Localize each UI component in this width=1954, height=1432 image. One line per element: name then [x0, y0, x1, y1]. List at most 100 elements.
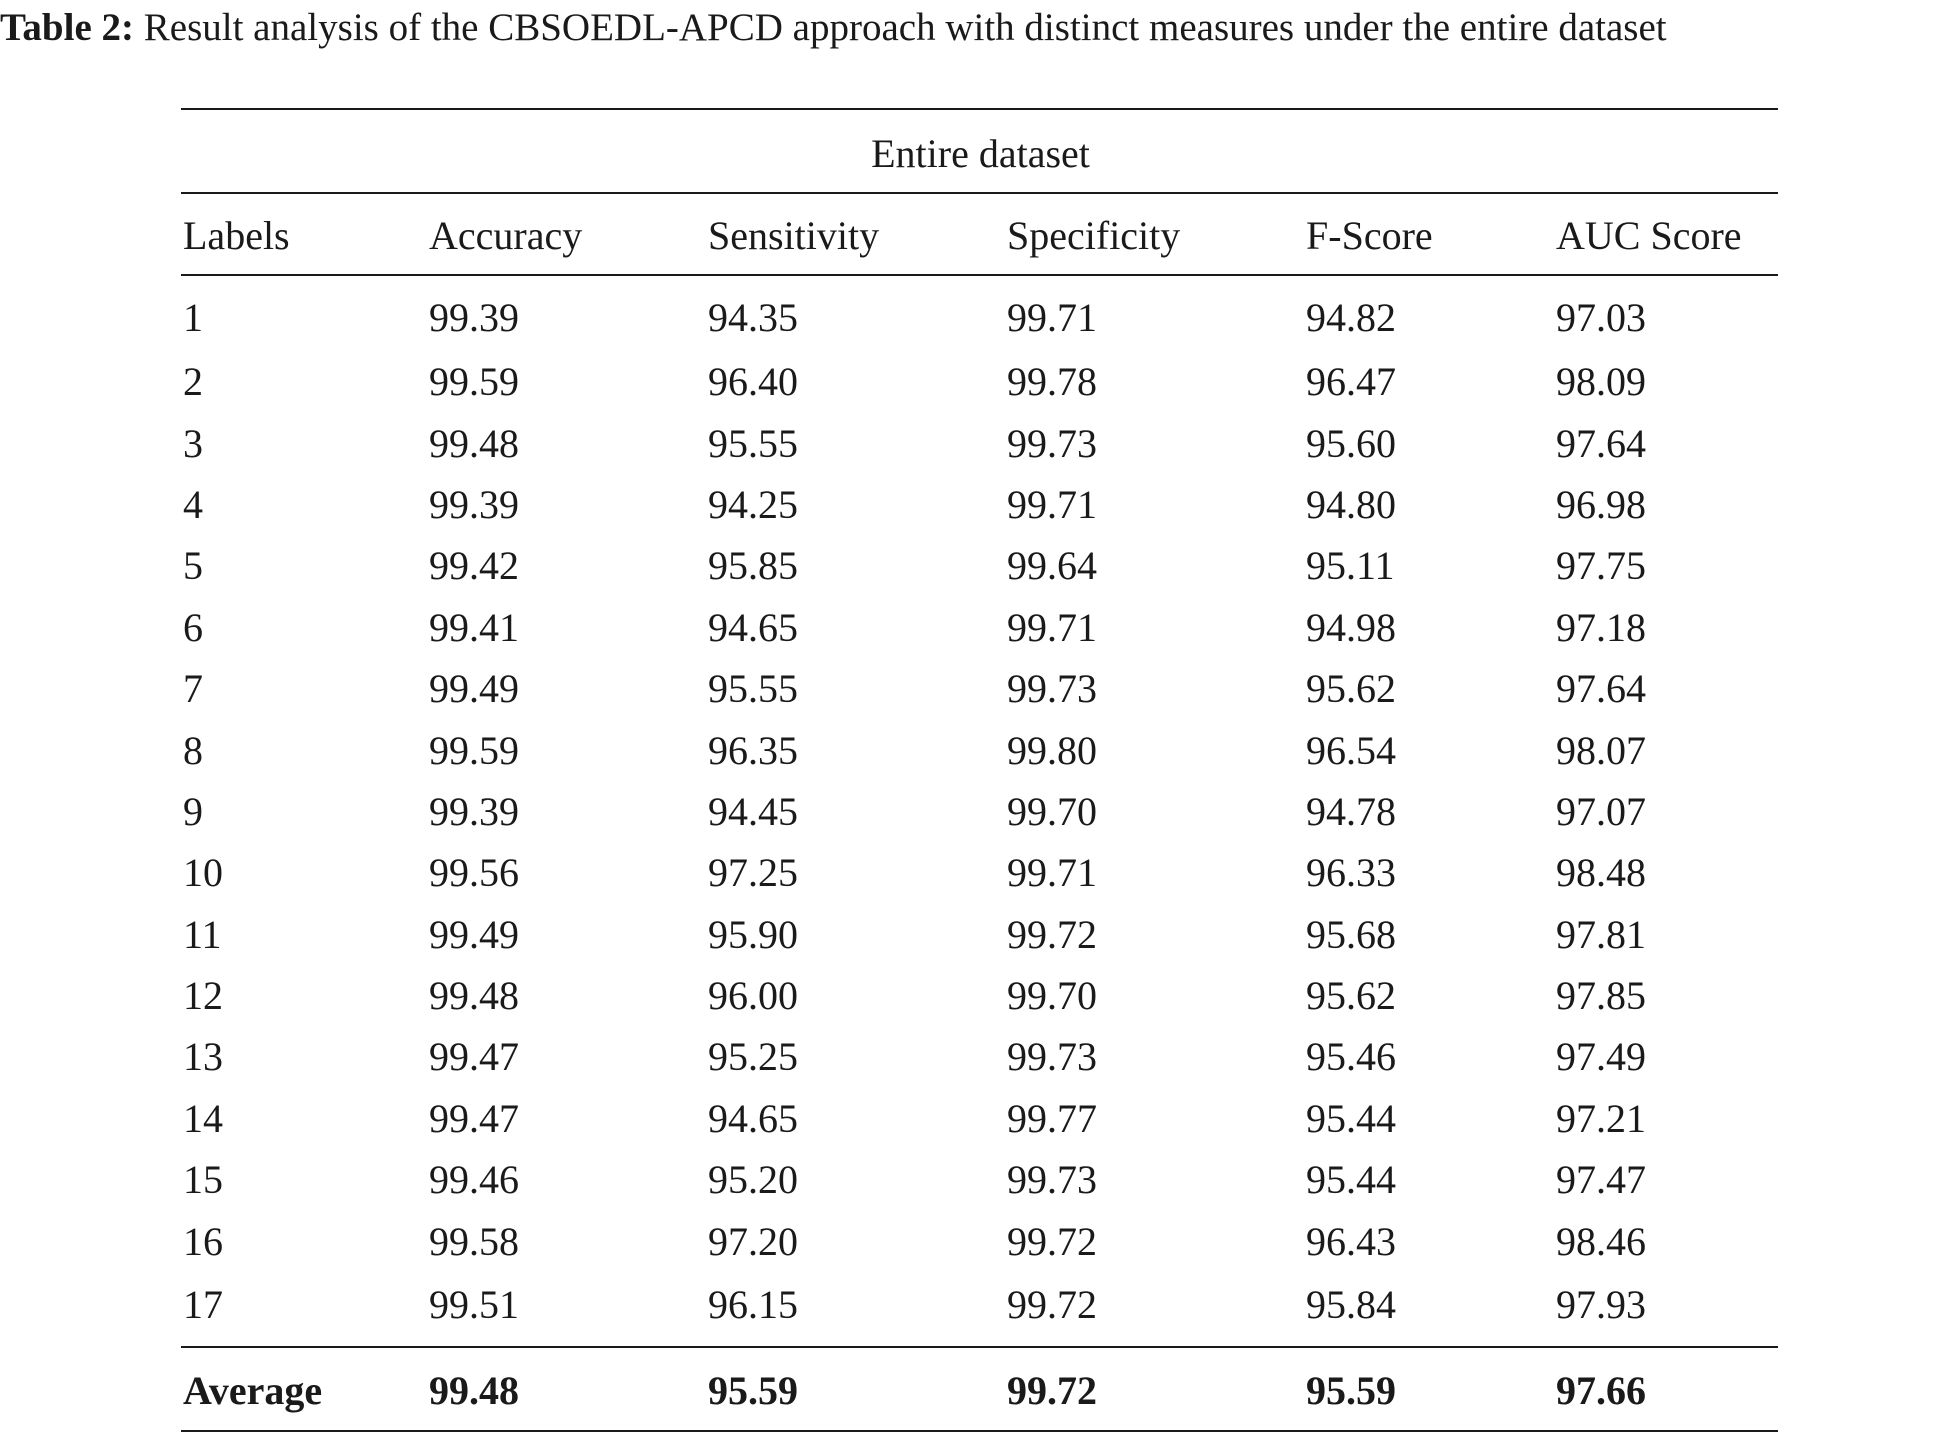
table-row: 7 99.49 95.55 99.73 95.62 97.64	[181, 658, 1778, 719]
group-header: Entire dataset	[181, 108, 1779, 194]
table-cell: 99.42	[429, 543, 519, 589]
average-cell: 95.59	[706, 1345, 1005, 1432]
table-cell: 97.21	[1556, 1095, 1646, 1141]
table-cell: 99.70	[1007, 788, 1097, 834]
table-cell: 97.18	[1556, 604, 1646, 650]
table-cell: 99.73	[1007, 420, 1097, 466]
row-label-cell: 4	[183, 481, 203, 527]
table-cell: 95.55	[708, 666, 798, 712]
table-row: 8 99.59 96.35 99.80 96.54 98.07	[181, 719, 1778, 780]
table-cell: 99.73	[1007, 666, 1097, 712]
row-label-cell: 12	[183, 973, 223, 1019]
table-cell: 99.78	[1007, 359, 1097, 405]
table-cell: 99.71	[1007, 481, 1097, 527]
table-cell: 96.00	[708, 973, 798, 1019]
table-cell: 97.93	[1556, 1282, 1646, 1328]
average-row: Average 99.48 95.59 99.72 95.59 97.66	[181, 1345, 1779, 1432]
table-cell: 95.20	[708, 1157, 798, 1203]
table-cell: 96.47	[1306, 359, 1396, 405]
table-cell: 95.55	[708, 420, 798, 466]
table-cell: 95.25	[708, 1034, 798, 1080]
table-cell: 98.09	[1556, 359, 1646, 405]
table-cell: 99.47	[429, 1095, 519, 1141]
table-cell: 95.85	[708, 543, 798, 589]
average-cell: 95.59	[1304, 1345, 1554, 1432]
table-cell: 99.80	[1007, 727, 1097, 773]
row-label-cell: 14	[183, 1095, 223, 1141]
table-row: 5 99.42 95.85 99.64 95.11 97.75	[181, 535, 1778, 596]
table-cell: 95.60	[1306, 420, 1396, 466]
table-cell: 97.75	[1556, 543, 1646, 589]
table-cell: 97.25	[708, 850, 798, 896]
table-row: 11 99.49 95.90 99.72 95.68 97.81	[181, 904, 1778, 965]
table-cell: 96.15	[708, 1282, 798, 1328]
table-cell: 95.62	[1306, 666, 1396, 712]
table-cell: 99.59	[429, 359, 519, 405]
row-label-cell: 10	[183, 850, 223, 896]
table-cell: 99.51	[429, 1282, 519, 1328]
table-cell: 95.44	[1306, 1095, 1396, 1141]
column-header: Accuracy	[427, 193, 706, 276]
table-row: 16 99.58 97.20 99.72 96.43 98.46	[181, 1210, 1778, 1271]
table-cell: 97.07	[1556, 788, 1646, 834]
table-row: 2 99.59 96.40 99.78 96.47 98.09	[181, 351, 1778, 412]
group-header-row: Entire dataset	[181, 108, 1779, 194]
table-cell: 99.56	[429, 850, 519, 896]
table-cell: 95.11	[1306, 543, 1395, 589]
table-cell: 97.64	[1556, 420, 1646, 466]
table-cell: 97.03	[1556, 295, 1646, 340]
table-cell: 95.90	[708, 911, 798, 957]
table-cell: 99.39	[429, 295, 519, 340]
table-caption: Table 2: Result analysis of the CBSOEDL-…	[0, 2, 1954, 53]
table-cell: 95.84	[1306, 1282, 1396, 1328]
table-cell: 95.68	[1306, 911, 1396, 957]
table-cell: 96.33	[1306, 850, 1396, 896]
table-cell: 97.85	[1556, 973, 1646, 1019]
table-cell: 96.43	[1306, 1218, 1396, 1264]
table-cell: 97.47	[1556, 1157, 1646, 1203]
table-row: 4 99.39 94.25 99.71 94.80 96.98	[181, 474, 1778, 535]
row-label-cell: 16	[183, 1218, 223, 1264]
row-label-cell: 13	[183, 1034, 223, 1080]
table-body: 1 99.39 94.35 99.71 94.82 97.03 2 99.59 96.40 99.…	[181, 275, 1778, 1347]
table-cell: 99.41	[429, 604, 519, 650]
table-cell: 94.65	[708, 1095, 798, 1141]
table-cell: 95.62	[1306, 973, 1396, 1019]
table-cell: 96.98	[1556, 481, 1646, 527]
table-cell: 99.47	[429, 1034, 519, 1080]
table-cell: 99.71	[1007, 604, 1097, 650]
table-cell: 94.65	[708, 604, 798, 650]
table-cell: 94.98	[1306, 604, 1396, 650]
table-cell: 98.46	[1556, 1218, 1646, 1264]
table-row: 13 99.47 95.25 99.73 95.46 97.49	[181, 1026, 1778, 1087]
results-table-container: Entire dataset Labels Accuracy Sensitivi…	[181, 108, 1779, 1432]
caption-label: Table 2:	[0, 6, 135, 49]
column-header: F-Score	[1304, 193, 1554, 276]
table-cell: 99.46	[429, 1157, 519, 1203]
table-cell: 97.20	[708, 1218, 798, 1264]
row-label-cell: 17	[183, 1282, 223, 1328]
table-cell: 99.58	[429, 1218, 519, 1264]
column-header: Labels	[181, 193, 427, 276]
column-header: Sensitivity	[706, 193, 1005, 276]
table-cell: 99.71	[1007, 295, 1097, 340]
table-row: 6 99.41 94.65 99.71 94.98 97.18	[181, 597, 1778, 658]
column-header: AUC Score	[1554, 193, 1779, 276]
row-label-cell: 3	[183, 420, 203, 466]
table-cell: 97.49	[1556, 1034, 1646, 1080]
table-cell: 96.54	[1306, 727, 1396, 773]
table-cell: 94.80	[1306, 481, 1396, 527]
table-cell: 99.72	[1007, 1282, 1097, 1328]
average-cell: 99.72	[1005, 1345, 1304, 1432]
table-cell: 94.35	[708, 295, 798, 340]
caption-text: Result analysis of the CBSOEDL-APCD appr…	[143, 6, 1667, 49]
column-header-row: Labels Accuracy Sensitivity Specificity …	[181, 193, 1779, 276]
table-row: 9 99.39 94.45 99.70 94.78 97.07	[181, 781, 1778, 842]
average-cell: 97.66	[1554, 1345, 1779, 1432]
table-row: 14 99.47 94.65 99.77 95.44 97.21	[181, 1088, 1778, 1149]
row-label-cell: 2	[183, 359, 203, 405]
table-cell: 94.25	[708, 481, 798, 527]
table-cell: 95.46	[1306, 1034, 1396, 1080]
table-cell: 99.72	[1007, 911, 1097, 957]
table-cell: 96.35	[708, 727, 798, 773]
